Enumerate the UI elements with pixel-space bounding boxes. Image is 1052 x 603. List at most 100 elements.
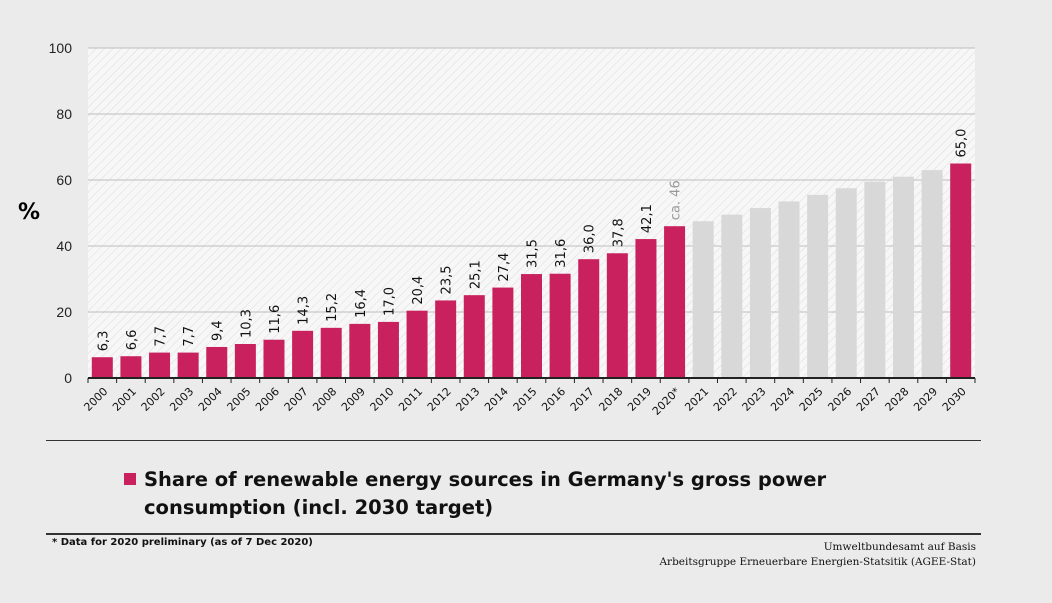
bar [950, 163, 972, 378]
y-tick-label: 40 [56, 238, 72, 254]
x-tick-label: 2011 [396, 385, 425, 414]
legend-label: Share of renewable energy sources in Ger… [144, 468, 827, 519]
value-label: 6,6 [125, 330, 140, 351]
divider-top [46, 440, 981, 441]
source-note: Umweltbundesamt auf Basis Arbeitsgruppe … [659, 540, 976, 570]
x-tick-label: 2016 [539, 385, 568, 414]
x-tick-label: 2025 [797, 385, 826, 414]
x-tick-label: 2018 [596, 385, 625, 414]
divider-bottom [46, 533, 981, 535]
value-label: 20,4 [411, 276, 426, 305]
x-tick-label: 2020* [650, 385, 683, 418]
target-path-bar [892, 176, 914, 378]
target-path-bar [749, 208, 771, 378]
value-label: 11,6 [268, 305, 283, 334]
x-tick-label: 2026 [825, 385, 854, 414]
value-label: 42,1 [640, 204, 655, 233]
value-label: 14,3 [297, 296, 312, 325]
bar [521, 274, 542, 378]
value-label: 65,0 [955, 129, 970, 158]
x-tick-label: 2027 [854, 385, 883, 414]
value-label: 6,3 [96, 331, 111, 352]
value-label: 31,6 [554, 239, 569, 268]
bar [292, 330, 314, 378]
x-tick-label: 2003 [167, 385, 196, 414]
bar [578, 259, 600, 378]
x-tick-label: 2001 [110, 385, 139, 414]
bar [664, 226, 686, 378]
bar [149, 352, 171, 378]
source-line-1: Umweltbundesamt auf Basis [823, 541, 976, 553]
value-label: 31,5 [526, 239, 541, 268]
y-tick-label: 20 [56, 304, 72, 320]
value-label: 37,8 [611, 218, 626, 247]
value-label: 27,4 [497, 253, 512, 282]
bar [406, 310, 428, 378]
y-tick-label: 60 [56, 172, 72, 188]
x-tick-label: 2010 [368, 385, 397, 414]
x-tick-label: 2022 [711, 385, 740, 414]
x-tick-label: 2028 [883, 385, 912, 414]
bar [206, 346, 228, 378]
bar [177, 352, 199, 378]
value-label: 25,1 [468, 260, 483, 289]
x-tick-label: 2004 [196, 385, 225, 414]
y-tick-label: 100 [49, 40, 73, 56]
x-tick-label: 2021 [682, 385, 711, 414]
x-tick-label: 2014 [482, 385, 511, 414]
chart: 0 20 40 60 80 100 6,3 6,6 7,7 7,7 9,4 10,3 11,6 14,3 1… [49, 40, 976, 418]
bar [263, 339, 285, 378]
bar [377, 321, 399, 378]
y-tick-label: 0 [64, 370, 72, 386]
bar [463, 295, 485, 378]
target-path-bar [921, 170, 943, 378]
value-label: 10,3 [239, 309, 254, 338]
x-tick-label: 2015 [511, 385, 540, 414]
value-label: 23,5 [440, 265, 455, 294]
x-tick-label: 2008 [310, 385, 339, 414]
value-label: 36,0 [583, 224, 598, 253]
bar [320, 327, 342, 378]
x-tick-label: 2013 [453, 385, 482, 414]
bar [549, 273, 571, 378]
x-tick-label: 2024 [768, 385, 797, 414]
x-tick-label: 2030 [940, 385, 969, 414]
target-path-bar [835, 188, 857, 378]
value-label: 17,0 [382, 287, 397, 316]
x-tick-label: 2012 [425, 385, 454, 414]
y-unit-label: % [18, 200, 41, 225]
target-path-bar [692, 221, 714, 378]
bar [234, 344, 256, 378]
x-tick-label: 2005 [225, 385, 254, 414]
x-tick-label: 2006 [253, 385, 282, 414]
target-path-bar [721, 214, 743, 378]
footnote: * Data for 2020 preliminary (as of 7 Dec… [52, 537, 313, 548]
x-tick-label: 2002 [139, 385, 168, 414]
value-label: 7,7 [154, 326, 169, 347]
y-tick-label: 80 [56, 106, 72, 122]
bar [120, 356, 142, 378]
bar [349, 323, 371, 378]
bar [606, 253, 628, 378]
target-path-bar [864, 181, 886, 378]
x-tick-label: 2023 [740, 385, 769, 414]
x-tick-label: 2007 [282, 385, 311, 414]
value-label: 15,2 [325, 293, 340, 322]
x-tick-label: 2017 [568, 385, 597, 414]
bar [91, 357, 113, 378]
x-tick-label: 2009 [339, 385, 368, 414]
value-label: 16,4 [354, 289, 369, 318]
target-path-bar [778, 201, 800, 378]
x-tick-label: 2000 [81, 385, 110, 414]
source-line-2: Arbeitsgruppe Erneuerbare Energien-Stats… [659, 556, 976, 568]
value-annotation: ca. 46 [669, 180, 684, 220]
bar-chart: 0 20 40 60 80 100 6,3 6,6 7,7 7,7 9,4 10,3 11,6 14,3 1… [49, 40, 976, 418]
legend-swatch [124, 473, 136, 485]
value-label: 7,7 [182, 326, 197, 347]
bar [492, 287, 514, 378]
bar [635, 239, 657, 378]
bar [435, 300, 457, 378]
x-tick-label: 2029 [911, 385, 940, 414]
legend: Share of renewable energy sources in Ger… [124, 466, 964, 522]
value-label: 9,4 [211, 320, 226, 341]
